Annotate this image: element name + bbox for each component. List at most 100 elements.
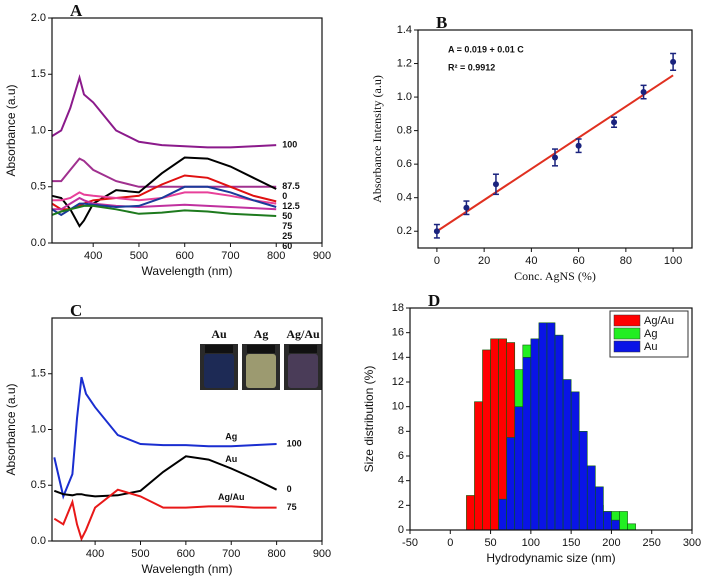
- series-label: Ag/Au: [218, 492, 245, 502]
- histogram-bar: [474, 401, 483, 531]
- y-tick-label: 1.0: [31, 423, 46, 435]
- series-label: Ag: [225, 432, 237, 442]
- y-tick-label: 0.0: [31, 237, 46, 249]
- x-axis-label: Wavelength (nm): [142, 562, 233, 576]
- spectrum-line: [53, 455, 278, 498]
- y-tick-label: 2.0: [31, 12, 46, 24]
- histogram-bar: [586, 465, 596, 531]
- data-point: [640, 89, 647, 96]
- y-tick-label: 1.2: [397, 57, 412, 69]
- histogram-bar: [506, 437, 516, 531]
- series-label: 0: [282, 191, 287, 201]
- x-tick-label: 800: [267, 250, 285, 262]
- series-label: 50: [282, 211, 292, 221]
- histogram-bar: [570, 391, 580, 531]
- x-tick-label: 40: [525, 255, 537, 267]
- y-tick-label: 14: [392, 351, 404, 363]
- histogram-bar: [514, 406, 524, 531]
- histogram-bar: [466, 495, 475, 531]
- inset-label: Au: [211, 327, 227, 341]
- x-tick-label: 150: [562, 537, 580, 549]
- y-tick-label: 1.4: [397, 24, 412, 36]
- x-tick-label: 700: [221, 250, 239, 262]
- vial-liquid: [288, 354, 318, 388]
- spectrum-line: [52, 157, 277, 188]
- x-tick-label: 700: [222, 548, 240, 560]
- histogram-bar: [482, 349, 491, 531]
- y-tick-label: 8: [398, 425, 404, 437]
- spectrum-line: [52, 191, 277, 205]
- series-label: 12.5: [282, 201, 300, 211]
- vial-cap: [289, 345, 317, 353]
- series-label: 25: [282, 231, 292, 241]
- x-axis-label: Wavelength (nm): [142, 264, 233, 278]
- inset-label: Ag/Au: [286, 327, 320, 341]
- panel-label: A: [70, 1, 83, 20]
- x-tick-label: 900: [313, 250, 331, 262]
- vial-cap: [205, 345, 233, 353]
- y-tick-label: 12: [392, 376, 404, 388]
- data-point: [575, 142, 582, 149]
- data-point: [611, 119, 618, 126]
- x-axis-label: Conc. AgNS (%): [514, 269, 596, 283]
- series-label: 75: [282, 221, 292, 231]
- histogram-bar: [530, 338, 540, 531]
- x-tick-label: 300: [683, 537, 701, 549]
- spectrum-line: [53, 488, 277, 542]
- annotation: R² = 0.9912: [448, 62, 495, 72]
- histogram-bar: [546, 322, 556, 531]
- y-tick-label: 1.0: [31, 124, 46, 136]
- histogram-bar: [611, 519, 620, 531]
- y-tick-label: 16: [392, 327, 404, 339]
- y-axis-label: Absorbance (a.u): [4, 84, 18, 176]
- x-tick-label: 400: [86, 548, 104, 560]
- histogram-bar: [603, 511, 612, 531]
- series-label: 60: [282, 241, 292, 251]
- y-tick-label: 0.2: [397, 225, 412, 237]
- x-tick-label: 20: [478, 255, 490, 267]
- histogram-bar: [522, 357, 532, 531]
- x-axis-label: Hydrodynamic size (nm): [486, 551, 615, 565]
- histogram-bar: [562, 379, 572, 531]
- x-tick-label: 200: [602, 537, 620, 549]
- x-tick-label: 600: [176, 250, 194, 262]
- spectrum-line: [51, 73, 277, 149]
- plot-frame: [51, 317, 323, 542]
- histogram-bar: [595, 486, 604, 531]
- histogram-bar: [490, 338, 499, 531]
- x-tick-label: 0: [447, 537, 453, 549]
- y-tick-label: 0.0: [31, 535, 46, 547]
- x-tick-label: 500: [130, 250, 148, 262]
- vial-liquid: [204, 354, 234, 388]
- x-tick-label: 500: [131, 548, 149, 560]
- y-axis-label: Absorbance Intensity (a.u): [370, 75, 384, 203]
- x-tick-label: -50: [402, 537, 418, 549]
- y-tick-label: 0.8: [397, 125, 412, 137]
- spectrum-line: [53, 376, 277, 500]
- y-axis-label: Size distribution (%): [362, 366, 376, 473]
- spectrum-line: [51, 204, 277, 217]
- vial-cap: [247, 345, 275, 353]
- legend-swatch: [613, 340, 641, 353]
- series-end-label: 0: [287, 484, 292, 494]
- histogram-bar: [619, 511, 628, 531]
- data-point: [670, 58, 677, 65]
- plot-frame: [51, 17, 323, 244]
- panel-label: D: [428, 291, 440, 310]
- y-tick-label: 0.5: [31, 181, 46, 193]
- histogram-bar: [578, 431, 588, 531]
- series-label: Au: [225, 454, 237, 464]
- y-tick-label: 1.0: [397, 91, 412, 103]
- x-tick-label: 100: [664, 255, 682, 267]
- series-end-label: 100: [287, 438, 302, 448]
- x-tick-label: 60: [572, 255, 584, 267]
- histogram-bar: [538, 322, 548, 531]
- inset-label: Ag: [254, 327, 269, 341]
- data-point: [552, 154, 558, 161]
- legend-label: Ag/Au: [644, 315, 674, 327]
- annotation: A = 0.019 + 0.01 C: [448, 44, 524, 54]
- series-label: 100: [282, 140, 297, 150]
- x-tick-label: 400: [84, 250, 102, 262]
